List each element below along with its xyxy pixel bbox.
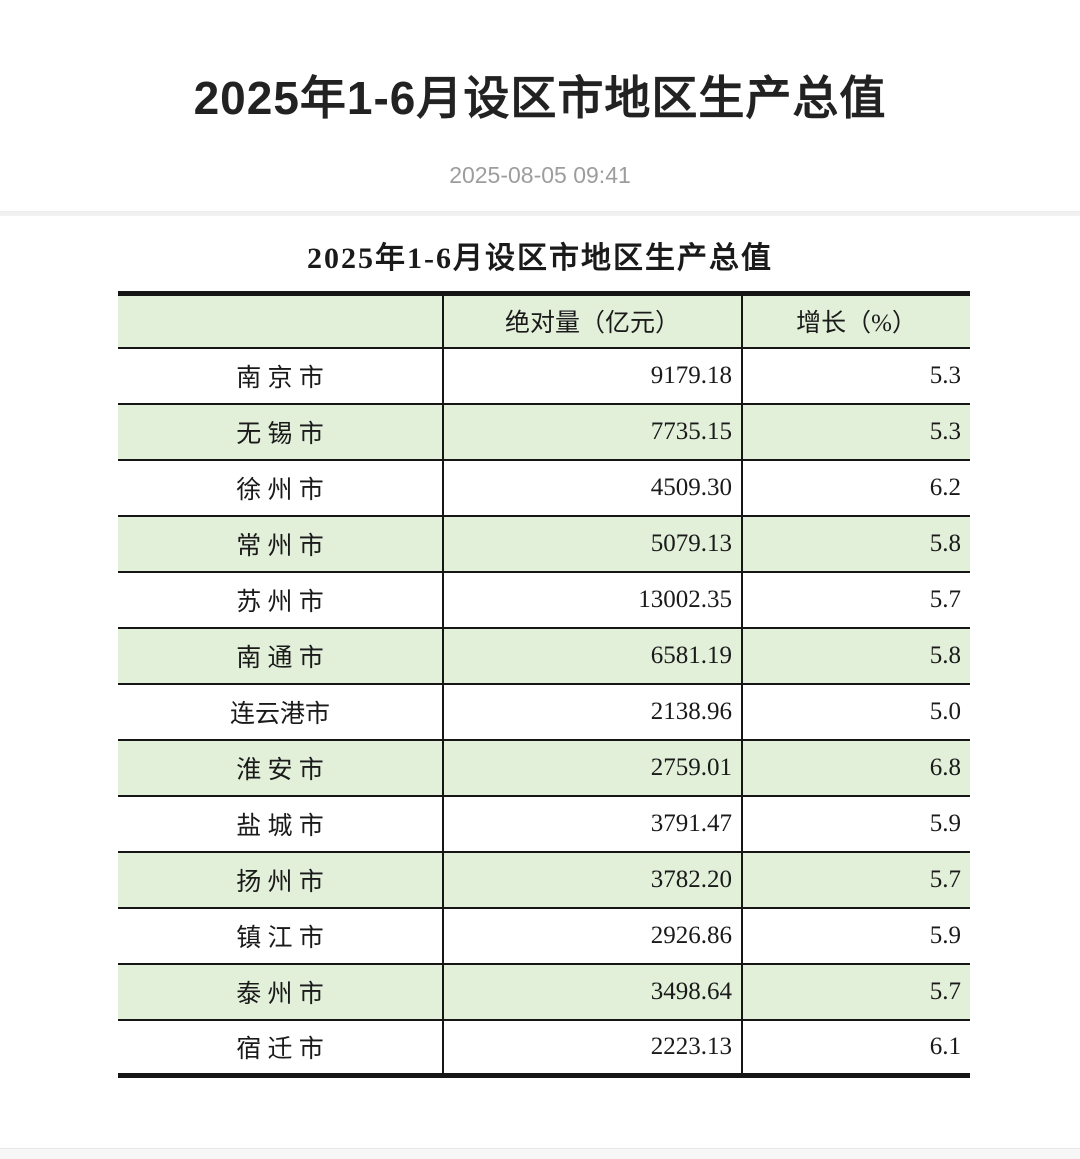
article-body: 2025年1-6月设区市地区生产总值 绝对量（亿元） 增长（%） 南 京 市 91… (0, 242, 1080, 1078)
value-cell: 2926.86 (442, 907, 742, 965)
growth-cell: 5.7 (741, 851, 970, 909)
value-cell: 13002.35 (442, 571, 742, 629)
page-title: 2025年1-6月设区市地区生产总值 (193, 72, 887, 124)
city-cell: 泰 州 市 (118, 963, 443, 1021)
table-body: 南 京 市 9179.18 5.3 无 锡 市 7735.15 5.3 徐 州 市 4509.… (118, 347, 970, 1077)
value-cell: 2759.01 (442, 739, 742, 797)
growth-cell: 5.9 (741, 907, 970, 965)
section-divider (0, 211, 1080, 216)
value-cell: 6581.19 (442, 627, 742, 685)
city-cell: 盐 城 市 (118, 795, 443, 853)
city-cell: 镇 江 市 (118, 907, 443, 965)
page-footer-band (0, 1148, 1080, 1159)
value-cell: 5079.13 (442, 515, 742, 573)
city-cell: 徐 州 市 (118, 459, 443, 517)
value-cell: 4509.30 (442, 459, 742, 517)
growth-cell: 5.3 (741, 347, 970, 405)
city-cell: 宿 迁 市 (118, 1019, 443, 1077)
city-cell: 淮 安 市 (118, 739, 443, 797)
city-cell: 无 锡 市 (118, 403, 443, 461)
city-cell: 苏 州 市 (118, 571, 443, 629)
growth-cell: 5.3 (741, 403, 970, 461)
growth-cell: 6.1 (741, 1019, 970, 1077)
table-row: 南 京 市 9179.18 5.3 (118, 347, 970, 405)
growth-cell: 5.8 (741, 515, 970, 573)
table-row: 宿 迁 市 2223.13 6.1 (118, 1019, 970, 1077)
publish-timestamp: 2025-08-05 09:41 (449, 162, 631, 188)
table-row: 无 锡 市 7735.15 5.3 (118, 403, 970, 461)
table-row: 苏 州 市 13002.35 5.7 (118, 571, 970, 629)
article-header: 2025年1-6月设区市地区生产总值 2025-08-05 09:41 (0, 0, 1080, 188)
growth-cell: 6.2 (741, 459, 970, 517)
table-row: 泰 州 市 3498.64 5.7 (118, 963, 970, 1021)
value-cell: 3791.47 (442, 795, 742, 853)
header-cell-city (118, 293, 443, 349)
growth-cell: 5.7 (741, 963, 970, 1021)
value-cell: 7735.15 (442, 403, 742, 461)
city-cell: 南 通 市 (118, 627, 443, 685)
table-caption: 2025年1-6月设区市地区生产总值 (307, 242, 773, 275)
table-row: 连云港市 2138.96 5.0 (118, 683, 970, 741)
city-cell: 常 州 市 (118, 515, 443, 573)
growth-cell: 6.8 (741, 739, 970, 797)
city-cell: 连云港市 (118, 683, 443, 741)
header-cell-growth: 增长（%） (741, 293, 970, 349)
table-row: 镇 江 市 2926.86 5.9 (118, 907, 970, 965)
value-cell: 3782.20 (442, 851, 742, 909)
table-row: 徐 州 市 4509.30 6.2 (118, 459, 970, 517)
value-cell: 3498.64 (442, 963, 742, 1021)
table-row: 淮 安 市 2759.01 6.8 (118, 739, 970, 797)
growth-cell: 5.0 (741, 683, 970, 741)
table-row: 扬 州 市 3782.20 5.7 (118, 851, 970, 909)
growth-cell: 5.7 (741, 571, 970, 629)
table-row: 常 州 市 5079.13 5.8 (118, 515, 970, 573)
table-header: 绝对量（亿元） 增长（%） (118, 293, 970, 349)
city-cell: 南 京 市 (118, 347, 443, 405)
growth-cell: 5.8 (741, 627, 970, 685)
header-cell-absolute-amount: 绝对量（亿元） (442, 293, 742, 349)
value-cell: 9179.18 (442, 347, 742, 405)
value-cell: 2138.96 (442, 683, 742, 741)
value-cell: 2223.13 (442, 1019, 742, 1077)
city-cell: 扬 州 市 (118, 851, 443, 909)
table-row: 南 通 市 6581.19 5.8 (118, 627, 970, 685)
gdp-table: 绝对量（亿元） 增长（%） 南 京 市 9179.18 5.3 无 锡 市 7735.1… (118, 291, 970, 1078)
table-row: 盐 城 市 3791.47 5.9 (118, 795, 970, 853)
table-header-row: 绝对量（亿元） 增长（%） (118, 293, 970, 349)
growth-cell: 5.9 (741, 795, 970, 853)
